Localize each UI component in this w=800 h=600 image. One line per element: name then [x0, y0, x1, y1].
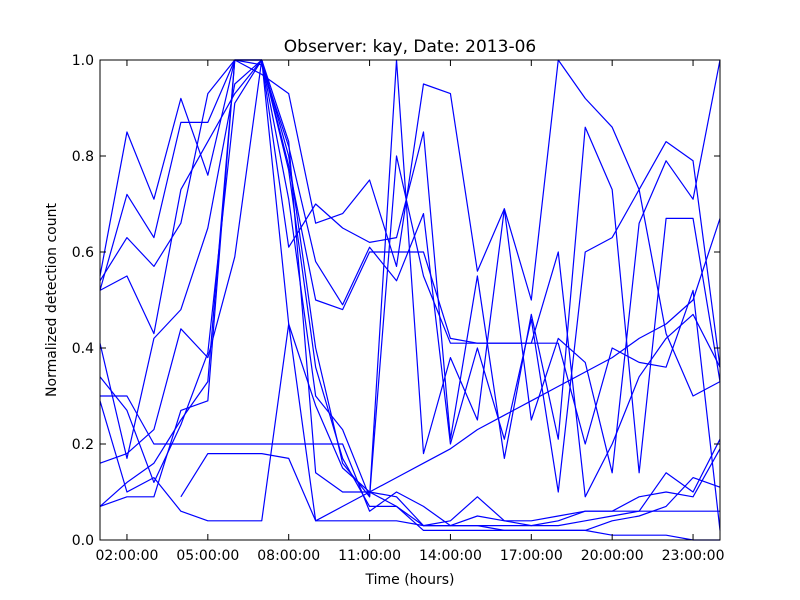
series-line-7: [100, 395, 721, 527]
series-line-3: [99, 59, 721, 493]
y-tick-label: 1.0: [72, 53, 94, 69]
x-tick-label: 05:00:00: [176, 548, 239, 564]
series-layer: [99, 59, 721, 541]
series-line-12: [99, 218, 721, 522]
y-tick-label: 0.0: [72, 533, 94, 549]
x-tick-label: 20:00:00: [581, 548, 644, 564]
series-line-10: [99, 59, 721, 531]
series-line-9: [99, 59, 720, 527]
tick-layer: 02:00:00 05:00:00 08:00:00 11:00:00 14:00:00…: [72, 53, 725, 564]
x-tick-label: 14:00:00: [419, 548, 482, 564]
plot-frame: [99, 59, 721, 541]
series-line-1: [99, 59, 721, 368]
x-tick-label: 23:00:00: [662, 548, 725, 564]
y-tick-label: 0.4: [72, 341, 94, 357]
x-tick-label: 17:00:00: [500, 548, 563, 564]
series-line-2: [99, 59, 721, 474]
series-line-6: [99, 59, 721, 531]
series-line-5: [99, 59, 721, 498]
x-tick-label: 11:00:00: [338, 548, 401, 564]
y-axis-label: Normalized detection count: [44, 203, 60, 397]
series-line-8: [99, 59, 721, 527]
y-tick-label: 0.8: [72, 149, 94, 165]
y-tick-label: 0.6: [72, 245, 94, 261]
x-tick-label: 08:00:00: [257, 548, 320, 564]
chart-title: Observer: kay, Date: 2013-06: [284, 37, 536, 57]
x-axis-label: Time (hours): [365, 572, 455, 588]
y-tick-label: 0.2: [72, 437, 94, 453]
x-tick-label: 02:00:00: [96, 548, 159, 564]
